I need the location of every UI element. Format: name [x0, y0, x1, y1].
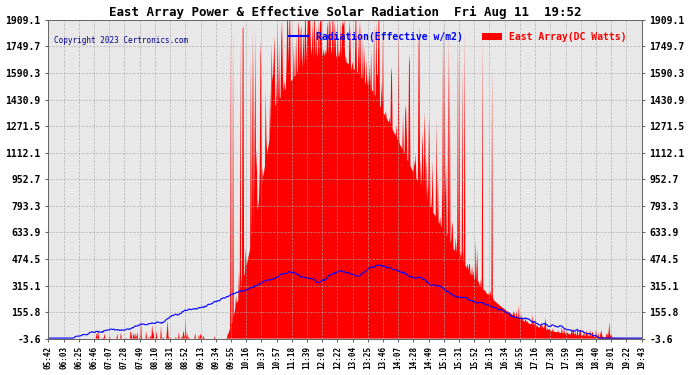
Title: East Array Power & Effective Solar Radiation  Fri Aug 11  19:52: East Array Power & Effective Solar Radia…: [109, 6, 581, 19]
Text: Copyright 2023 Certronics.com: Copyright 2023 Certronics.com: [55, 36, 188, 45]
Legend: Radiation(Effective w/m2), East Array(DC Watts): Radiation(Effective w/m2), East Array(DC…: [285, 28, 631, 46]
